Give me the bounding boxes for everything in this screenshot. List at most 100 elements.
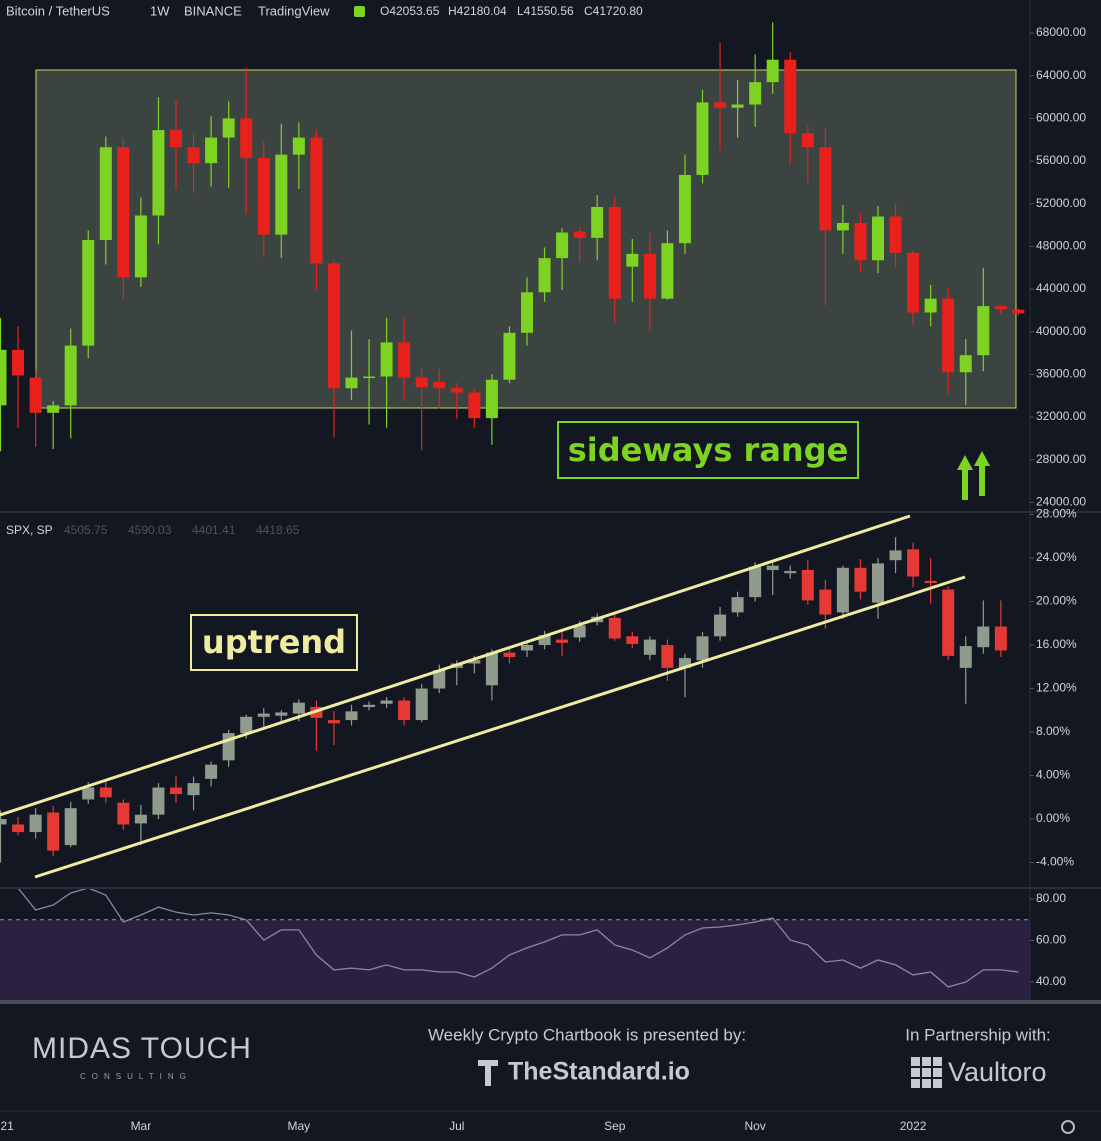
candle-body — [310, 137, 323, 264]
candle-body — [205, 137, 218, 164]
rsi-line — [15, 888, 1019, 988]
candle-body — [327, 720, 340, 724]
candle-body — [152, 787, 165, 815]
candle-body — [99, 147, 112, 240]
candle-body — [275, 712, 288, 716]
candle-body — [907, 549, 920, 577]
x-tick-label: 21 — [1, 1119, 15, 1133]
candle-body — [959, 355, 972, 373]
candle-body — [134, 814, 147, 824]
candle-body — [521, 292, 533, 333]
settings-icon[interactable] — [1061, 1120, 1075, 1134]
candle-body — [784, 571, 797, 574]
band — [0, 919, 1030, 1000]
ohlc-label: L41550.56 — [517, 4, 574, 18]
overlays: sideways range uptrend — [0, 421, 990, 879]
candle-body — [327, 263, 340, 389]
candle-body — [257, 157, 270, 235]
candle-body — [678, 658, 691, 668]
candle-body — [12, 824, 25, 833]
candle-body — [1012, 309, 1025, 314]
candle-body — [345, 377, 358, 389]
candle-body — [485, 379, 498, 419]
candle-body — [0, 349, 7, 406]
candle-body — [222, 118, 235, 138]
ohlc-label: 4418.65 — [256, 523, 300, 537]
y-tick-label: 60000.00 — [1036, 111, 1086, 125]
ohlc-label: O42053.65 — [380, 4, 440, 18]
status-icon — [354, 6, 365, 17]
candle-body — [643, 253, 656, 299]
x-tick-label: Mar — [131, 1119, 152, 1133]
candle-body — [363, 704, 376, 708]
logo-text: TheStandard.io — [508, 1058, 690, 1086]
y-tick-label: 28000.00 — [1036, 452, 1086, 466]
candle-body — [749, 82, 762, 105]
candle-body — [608, 206, 621, 299]
logo-text: MIDAS TOUCH — [32, 1032, 252, 1065]
footer-border — [0, 1000, 1101, 1004]
y-tick-label: 28.00% — [1036, 507, 1077, 521]
candle-body — [942, 589, 955, 656]
x-tick-label: Sep — [604, 1119, 626, 1133]
candle-body — [836, 222, 849, 231]
candle-body — [854, 222, 867, 261]
y-tick-label: 16.00% — [1036, 637, 1077, 651]
header: Bitcoin / TetherUS 1W BINANCE TradingVie… — [6, 3, 643, 537]
y-tick-label: 64000.00 — [1036, 68, 1086, 82]
candle-body — [872, 216, 884, 261]
candle-body — [363, 376, 376, 379]
candle-body — [468, 660, 481, 664]
candle-body — [924, 580, 937, 584]
candle-body — [538, 258, 551, 293]
interval: 1W — [150, 3, 170, 18]
candle-body — [661, 645, 674, 668]
candle-body — [661, 243, 674, 299]
logo-tagline: CONSULTING — [80, 1072, 192, 1081]
candle-body — [626, 253, 639, 267]
candle-body — [538, 635, 551, 646]
candle-body — [556, 232, 569, 259]
candle-body — [503, 332, 516, 380]
candle-body — [749, 566, 762, 598]
caption: Weekly Crypto Chartbook is presented by: — [428, 1025, 746, 1044]
candle-body — [714, 614, 727, 637]
y-tick-label: 56000.00 — [1036, 153, 1086, 167]
y-tick-label: 20.00% — [1036, 594, 1077, 608]
candle-body — [573, 625, 586, 638]
candle-body — [854, 567, 867, 592]
candle-body — [170, 130, 182, 148]
candle-body — [872, 563, 884, 603]
candle-body — [714, 102, 727, 108]
y-tick-label: 36000.00 — [1036, 367, 1086, 381]
ohlc-label: 4401.41 — [192, 523, 236, 537]
candle-body — [485, 652, 498, 686]
candle-body — [889, 550, 902, 561]
candle-body — [801, 133, 814, 148]
footer: MIDAS TOUCH CONSULTING Weekly Crypto Cha… — [0, 1000, 1101, 1134]
symbol: Bitcoin / TetherUS — [6, 3, 110, 18]
candle-body — [433, 670, 446, 689]
ohlc-label: H42180.04 — [448, 4, 507, 18]
candle-body — [433, 381, 446, 389]
candle-body — [556, 639, 569, 643]
candle-body — [503, 652, 516, 657]
x-tick-label: Nov — [744, 1119, 765, 1133]
x-tick-label: Jul — [449, 1119, 464, 1133]
candle-body — [450, 388, 463, 393]
y-tick-label: 4.00% — [1036, 768, 1070, 782]
candle-body — [187, 147, 200, 164]
candle-body — [643, 639, 656, 655]
annotation: uptrend — [202, 623, 346, 661]
y-tick-label: 68000.00 — [1036, 25, 1086, 39]
axes: 24000.00 28000.00 32000.00 36000.00 40000.00… — [0, 0, 1101, 1000]
candle-body — [959, 646, 972, 668]
y-tick-label: 24.00% — [1036, 550, 1077, 564]
candle-body — [99, 787, 112, 798]
y-tick-label: 48000.00 — [1036, 239, 1086, 253]
candle-body — [994, 306, 1007, 310]
candle-body — [819, 589, 832, 615]
y-tick-label: 32000.00 — [1036, 409, 1086, 423]
candle-body — [47, 812, 60, 851]
